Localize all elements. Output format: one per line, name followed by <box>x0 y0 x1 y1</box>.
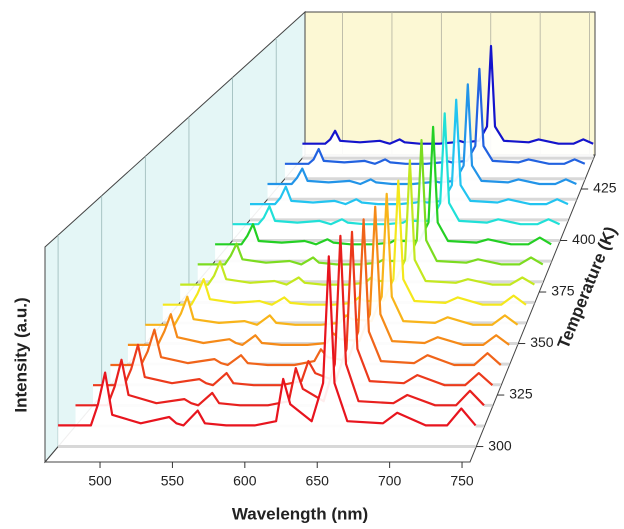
spectrum-line <box>250 98 569 206</box>
ribbon <box>197 140 543 282</box>
ribbon <box>127 206 510 365</box>
y-tick-label: 300 <box>488 437 512 453</box>
x-tick-label: 550 <box>161 473 185 489</box>
y-tick-label: 400 <box>572 231 596 247</box>
spectrum-line <box>58 255 477 427</box>
ribbon <box>232 113 560 241</box>
spectrum-line <box>232 112 561 226</box>
y-tick-label: 350 <box>530 334 554 350</box>
ribbon <box>180 160 535 303</box>
ribbon <box>93 231 493 406</box>
ribbon <box>58 256 476 447</box>
spectrum-line <box>110 218 502 367</box>
x-tick-label: 700 <box>378 473 402 489</box>
x-tick-label: 650 <box>306 473 330 489</box>
ribbon <box>145 193 518 344</box>
ribbon <box>250 99 568 220</box>
y-tick-label: 425 <box>593 180 617 196</box>
ribbon <box>75 235 484 426</box>
plot: 500 550 600 650 700 750 300 325 350 375 400 425 <box>43 10 617 489</box>
x-tick-label: 750 <box>450 473 474 489</box>
ribbon <box>284 68 585 179</box>
ribbon <box>162 180 527 323</box>
z-axis-title: Intensity (a.u.) <box>11 297 30 412</box>
y-tick-label: 375 <box>551 283 575 299</box>
back-wall <box>304 11 596 156</box>
spectrum-line <box>93 230 494 387</box>
y-tick-label: 325 <box>509 386 533 402</box>
ribbon <box>302 46 594 159</box>
x-tick-label: 500 <box>88 473 112 489</box>
ribbon <box>267 84 577 200</box>
ribbon <box>215 126 552 262</box>
x-axis-title: Wavelength (nm) <box>232 504 368 523</box>
ribbon <box>110 219 501 385</box>
spectrum-line <box>215 125 552 246</box>
x-tick-label: 600 <box>233 473 257 489</box>
spectrum-line <box>267 83 577 186</box>
